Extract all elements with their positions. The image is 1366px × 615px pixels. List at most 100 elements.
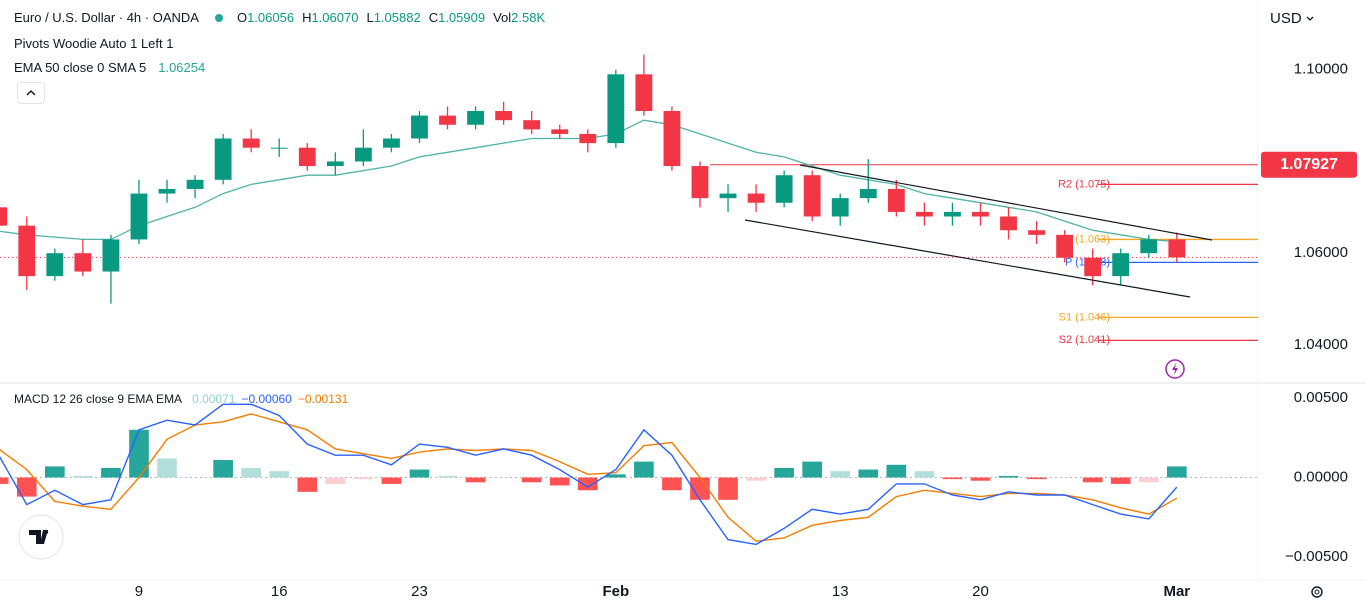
candle-body: [915, 211, 933, 217]
y-tick-label: 1.06000: [1294, 244, 1348, 261]
candle-body: [18, 225, 36, 277]
ohlc-value: 1.06070: [311, 10, 359, 25]
candle-body: [186, 179, 204, 189]
candle-body: [551, 129, 569, 134]
ohlc-value: 1.05909: [438, 10, 486, 25]
candle-body: [102, 239, 120, 272]
x-tick-label: 20: [972, 583, 989, 600]
chevron-up: [26, 90, 36, 96]
candle-body: [242, 138, 260, 148]
pivots-legend: Pivots Woodie Auto 1 Left 1: [14, 36, 173, 51]
candle-body: [1028, 230, 1045, 235]
ohlc-value: 1.06056: [247, 10, 295, 25]
histogram-bar: [269, 471, 290, 478]
histogram-bar: [549, 477, 570, 486]
x-tick-label: 9: [135, 583, 143, 600]
histogram-bar: [1138, 477, 1159, 483]
candle-body: [775, 175, 793, 203]
pivot-label: S2 (1.041): [1059, 334, 1110, 346]
price-label-box: [1261, 151, 1357, 178]
macd-line: [0, 403, 1178, 546]
histogram-bar: [1026, 477, 1047, 480]
histogram-bar: [970, 477, 991, 481]
candle-body: [1140, 239, 1158, 254]
histogram-bar: [157, 458, 177, 478]
macd-legend-value: 0.00071: [192, 392, 236, 406]
candle-body: [944, 211, 961, 217]
candle-body: [719, 193, 737, 199]
y-tick-label: 0.00500: [1294, 389, 1348, 406]
symbol-title[interactable]: Euro / U.S. Dollar · 4h · OANDA: [14, 10, 199, 25]
candle-body: [130, 193, 148, 240]
histogram-bar: [325, 477, 346, 484]
histogram-bar: [886, 464, 907, 478]
ohlc-item: Vol2.58K: [493, 10, 545, 25]
histogram-bar: [381, 477, 402, 484]
indicator-label[interactable]: EMA 50 close 0 SMA 5: [14, 60, 147, 75]
histogram-bar: [746, 477, 766, 481]
candle-body: [354, 147, 372, 162]
histogram-bar: [1110, 477, 1131, 484]
ohlc-key: C: [428, 10, 439, 25]
candle-body: [74, 253, 92, 272]
indicator-label[interactable]: MACD 12 26 close 9 EMA EMA: [14, 392, 183, 406]
pivot-label: S1 (1.046): [1059, 311, 1110, 323]
tradingview-logo: [18, 514, 64, 560]
y-tick-label: −0.00500: [1285, 548, 1348, 565]
x-tick-label: Mar: [1163, 583, 1190, 600]
histogram-bar: [998, 475, 1019, 478]
candle-body: [607, 74, 625, 144]
candle-body: [859, 188, 877, 199]
candle-body: [887, 188, 905, 212]
histogram-bar: [774, 467, 794, 478]
histogram-bar: [437, 475, 458, 478]
candle-body: [214, 138, 232, 180]
candle-body: [831, 198, 849, 217]
histogram-bar: [858, 469, 879, 478]
candle-body: [1084, 257, 1102, 277]
candle-body: [326, 161, 344, 167]
candle-body: [495, 111, 513, 121]
collapse-button[interactable]: [17, 82, 45, 104]
candle-body: [298, 147, 316, 167]
histogram-bar: [606, 474, 626, 478]
candle-body: [1112, 253, 1130, 277]
y-tick-label: 0.00000: [1294, 468, 1348, 485]
histogram-bar: [690, 477, 710, 500]
histogram-bar: [802, 461, 822, 478]
alert-icon[interactable]: [1165, 359, 1185, 379]
y-tick-label: 1.10000: [1294, 61, 1348, 78]
ohlc-legend: O1.06056 H1.06070 L1.05882 C1.05909 Vol2.58K: [237, 10, 545, 25]
indicator-label[interactable]: Pivots Woodie Auto 1 Left 1: [14, 36, 174, 51]
ohlc-item: L1.05882: [366, 10, 420, 25]
indicator-value: 1.06254: [158, 60, 206, 75]
trend-line: [799, 164, 1213, 241]
settings-icon[interactable]: [1311, 586, 1323, 598]
plot-area: R2 (1.075)R1 (1.063)P (1.058)S1 (1.046)S…: [0, 54, 1258, 546]
x-tick-label: 16: [271, 583, 288, 600]
histogram-bar: [409, 469, 430, 478]
candle-body: [523, 120, 541, 130]
histogram-bar: [942, 477, 963, 480]
ohlc-value: 2.58K: [511, 10, 546, 25]
x-tick-label: Feb: [602, 583, 629, 600]
candle-body: [1168, 239, 1186, 258]
ohlc-key: H: [302, 10, 312, 25]
histogram-bar: [1082, 477, 1103, 483]
candle-body: [663, 111, 681, 167]
candle-body: [158, 188, 176, 194]
y-tick-label: 1.04000: [1294, 336, 1348, 353]
histogram-bar: [521, 477, 542, 483]
currency-label[interactable]: USD: [1270, 10, 1302, 27]
trend-lines: [744, 164, 1213, 298]
x-tick-label: 23: [411, 583, 428, 600]
candle-body: [439, 115, 456, 125]
histogram-bar: [1167, 466, 1187, 478]
x-tick-label: 13: [832, 583, 849, 600]
macd-legend-value: −0.00131: [297, 392, 349, 406]
histogram-bar: [0, 477, 9, 484]
candle-body: [46, 253, 64, 277]
candle-body: [0, 207, 8, 226]
